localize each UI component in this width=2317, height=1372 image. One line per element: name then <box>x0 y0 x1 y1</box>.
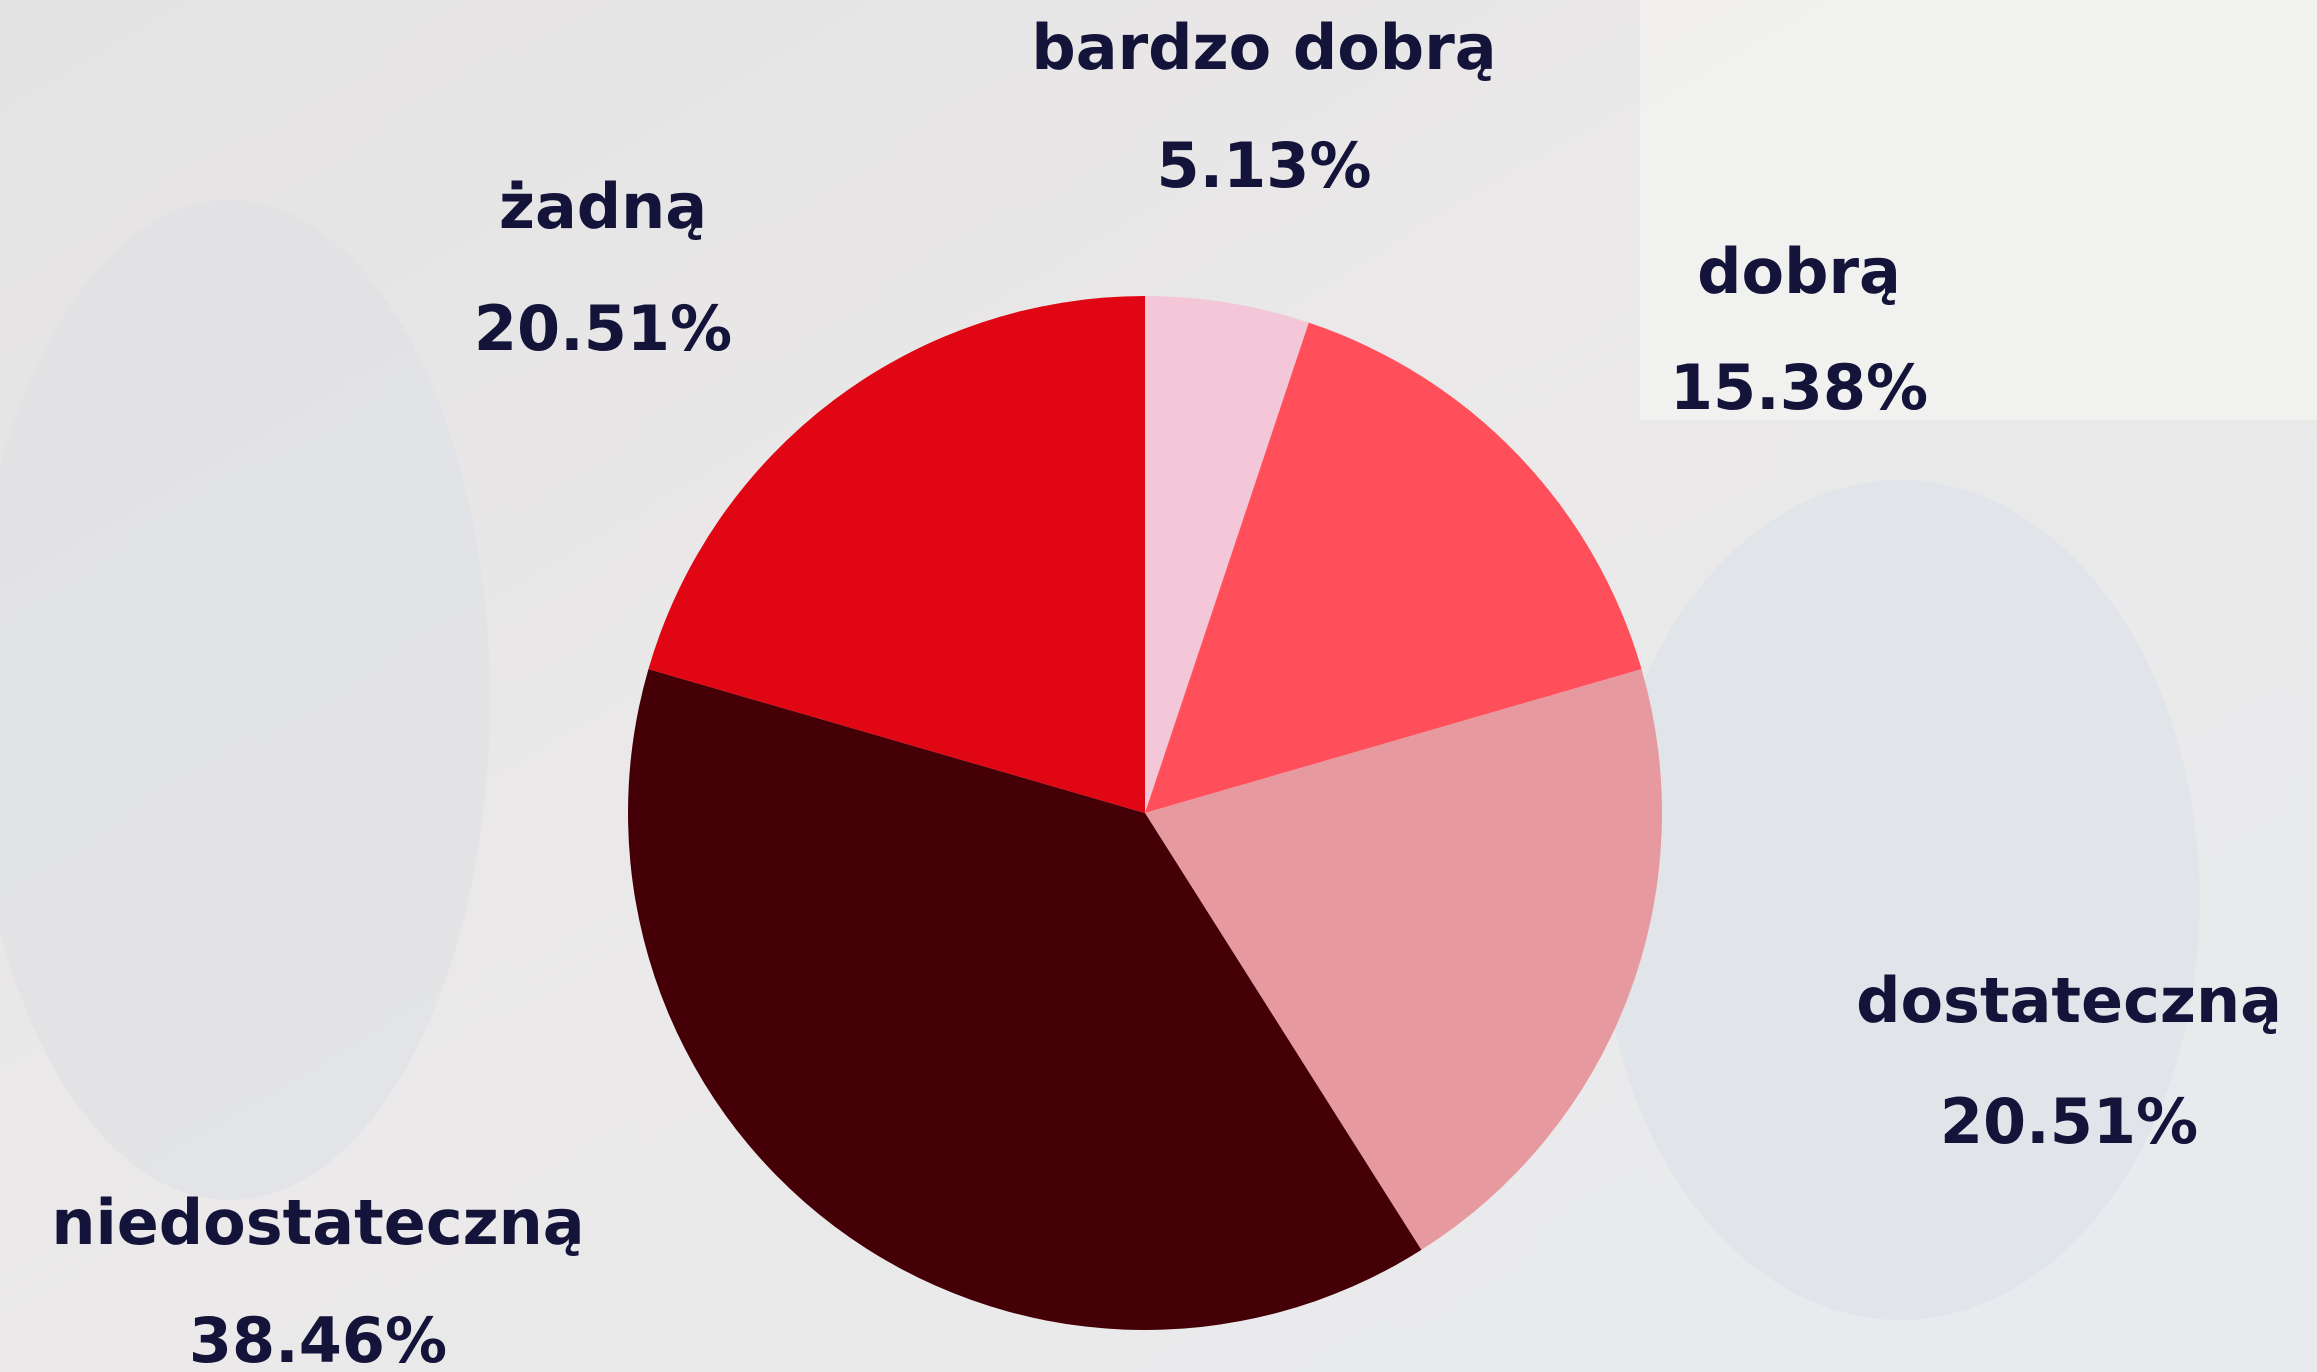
slice-label: dostateczną <box>1856 964 2282 1037</box>
slice-label: bardzo dobrą <box>1031 11 1496 84</box>
slice-value-label: 20.51% <box>474 292 732 365</box>
slice-value-label: 20.51% <box>1940 1085 2198 1158</box>
page: {"chart_data": {"type": "pie", "categori… <box>0 0 2317 1372</box>
background-figure <box>1600 480 2200 1320</box>
slice-value-label: 15.38% <box>1670 351 1928 424</box>
slice-value-label: 38.46% <box>189 1304 447 1372</box>
slice-value-label: 5.13% <box>1156 129 1371 202</box>
slice-label: żadną <box>499 170 707 243</box>
slice-label: niedostateczną <box>51 1186 584 1259</box>
chart: bardzo dobrą 5.13% dobrą 15.38% dostateczną 2… <box>0 0 2317 1372</box>
slice-label: dobrą <box>1697 235 1901 308</box>
